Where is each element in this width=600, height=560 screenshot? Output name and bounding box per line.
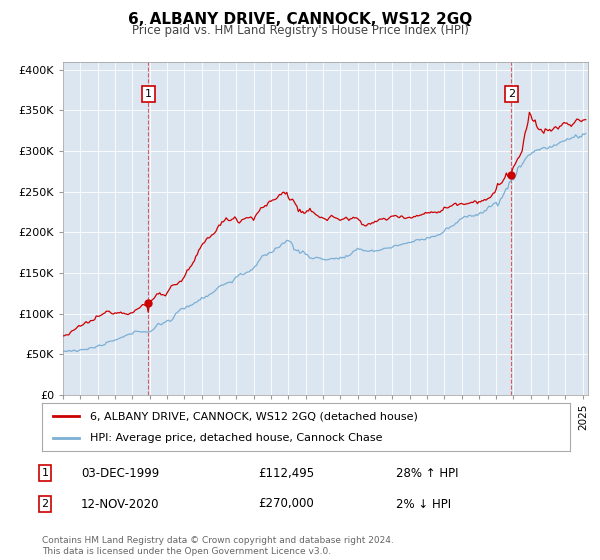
Text: 28% ↑ HPI: 28% ↑ HPI [396,466,458,480]
Text: £270,000: £270,000 [258,497,314,511]
Text: 1: 1 [145,89,152,99]
Text: £112,495: £112,495 [258,466,314,480]
Text: Price paid vs. HM Land Registry's House Price Index (HPI): Price paid vs. HM Land Registry's House … [131,24,469,36]
Text: 2% ↓ HPI: 2% ↓ HPI [396,497,451,511]
Text: 6, ALBANY DRIVE, CANNOCK, WS12 2GQ (detached house): 6, ALBANY DRIVE, CANNOCK, WS12 2GQ (deta… [89,411,418,421]
Text: 2: 2 [508,89,515,99]
Text: 12-NOV-2020: 12-NOV-2020 [81,497,160,511]
Text: 03-DEC-1999: 03-DEC-1999 [81,466,159,480]
Text: Contains HM Land Registry data © Crown copyright and database right 2024.
This d: Contains HM Land Registry data © Crown c… [42,536,394,556]
Text: 1: 1 [41,468,49,478]
Text: HPI: Average price, detached house, Cannock Chase: HPI: Average price, detached house, Cann… [89,433,382,443]
Text: 6, ALBANY DRIVE, CANNOCK, WS12 2GQ: 6, ALBANY DRIVE, CANNOCK, WS12 2GQ [128,12,472,27]
Text: 2: 2 [41,499,49,509]
